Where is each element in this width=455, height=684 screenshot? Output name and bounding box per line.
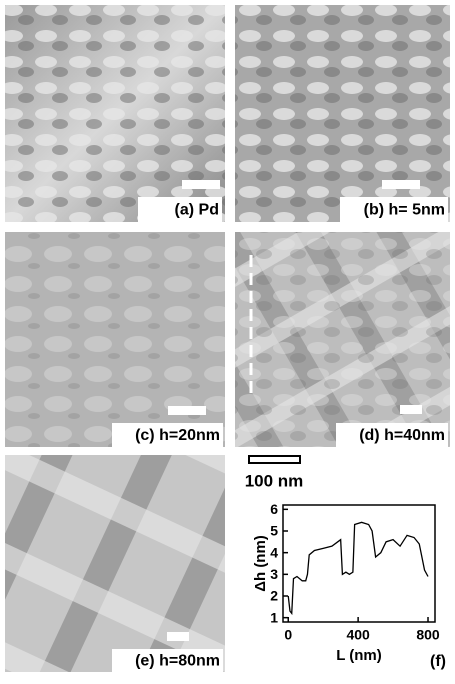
panel-label: (e) h=80nm	[135, 653, 220, 670]
y-tick-label: 2	[270, 588, 278, 604]
y-tick-label: 5	[270, 523, 278, 539]
y-tick-label: 3	[270, 566, 278, 582]
x-tick-label: 400	[346, 627, 370, 643]
y-tick-label: 4	[270, 544, 278, 560]
y-axis-label: Δh (nm)	[252, 535, 269, 592]
panel-label: (f)	[430, 653, 446, 670]
profile-line	[288, 522, 428, 613]
x-tick-label: 800	[416, 627, 440, 643]
scale-bar-label: 100 nm	[245, 471, 304, 490]
panel-label: (c) h=20nm	[135, 427, 220, 444]
figure: 100 nm 1 2 3 4 5 6 0 400 800 L (nm) Δh (nm) (f) (a)…	[0, 0, 455, 679]
panel-label: (d) h=40nm	[359, 427, 445, 444]
y-tick-label: 1	[270, 609, 278, 625]
panel-label: (a) Pd	[175, 202, 219, 219]
profile-plot: 1 2 3 4 5 6 0 400 800 L (nm) Δh (nm) (f)	[252, 501, 446, 670]
micrographs	[5, 5, 450, 672]
y-tick-label: 6	[270, 501, 278, 517]
panel-label: (b) h= 5nm	[364, 202, 445, 219]
x-axis-label: L (nm)	[336, 647, 382, 664]
x-tick-label: 0	[284, 627, 292, 643]
